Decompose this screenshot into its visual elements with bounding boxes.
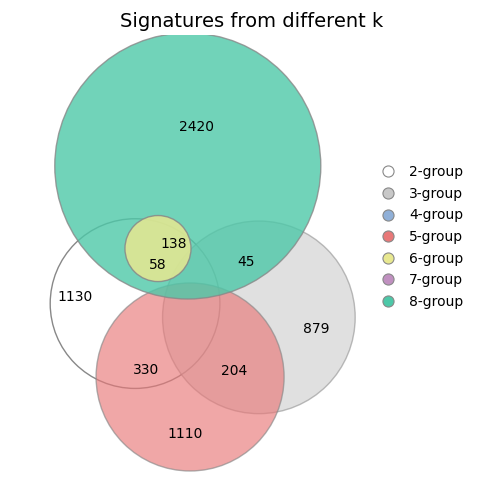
Text: 330: 330 — [133, 363, 159, 377]
Text: 45: 45 — [238, 256, 255, 269]
Circle shape — [125, 216, 191, 282]
Title: Signatures from different k: Signatures from different k — [120, 12, 384, 31]
Text: 1110: 1110 — [168, 427, 203, 442]
Text: 1130: 1130 — [58, 290, 93, 304]
Text: 879: 879 — [303, 322, 330, 336]
Circle shape — [50, 219, 220, 389]
Circle shape — [96, 283, 284, 471]
Text: 58: 58 — [149, 258, 167, 272]
Legend: 2-group, 3-group, 4-group, 5-group, 6-group, 7-group, 8-group: 2-group, 3-group, 4-group, 5-group, 6-gr… — [369, 160, 469, 314]
Circle shape — [55, 33, 321, 299]
Text: 204: 204 — [221, 364, 247, 378]
Text: 2420: 2420 — [179, 120, 215, 134]
Text: 138: 138 — [161, 237, 187, 251]
Circle shape — [163, 221, 355, 414]
